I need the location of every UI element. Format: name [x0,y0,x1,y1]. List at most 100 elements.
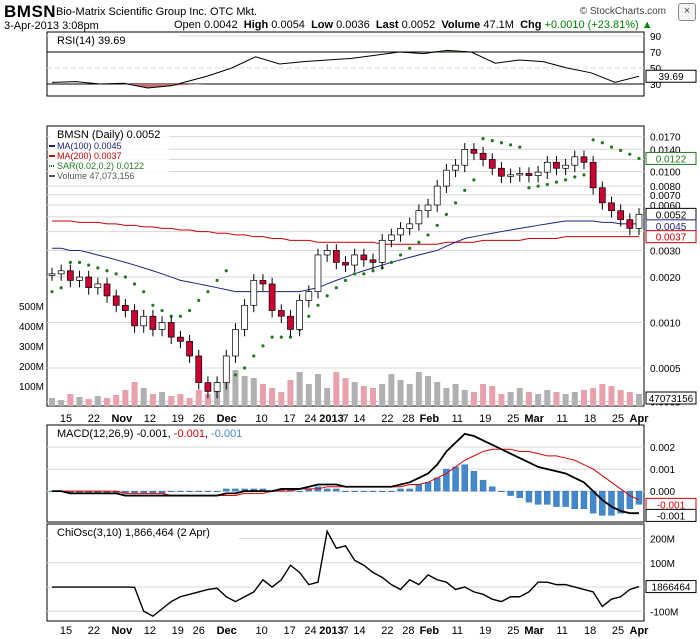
x-axis-bottom-label: 22 [381,625,393,637]
sar-dot [197,298,201,303]
candle-body [222,355,230,383]
candle-body [470,149,478,154]
volume-bar [159,392,166,406]
high-value: 0.0054 [271,19,305,31]
candle-body [626,219,634,229]
close-icon[interactable]: × [678,3,696,21]
x-axis-bottom-label: Nov [111,625,133,637]
volume-bar [516,388,523,406]
sar-dot [408,246,412,250]
macd-hist-bar [406,488,413,492]
volume-bar [269,388,276,406]
volume-tick-label: 100M [19,382,44,393]
last-label: Last [375,19,399,31]
sar-dot [463,188,467,192]
sar-dot [178,314,183,318]
sar-dot [224,269,228,273]
candle-body [287,315,294,330]
macd-title-part: -0.001 [174,428,205,440]
sar-dot [151,303,155,307]
legend-entry: MA(200) 0.0037 [57,151,122,161]
price-tick-label: 0.0005 [650,364,681,375]
volume-bar [351,382,358,406]
volume-bar [305,384,312,406]
rsi-tick-label: 30 [650,80,662,91]
volume-bar [590,388,597,406]
volume-bar [636,394,642,406]
volume-bar [49,398,55,406]
x-axis-bottom-label: 15 [60,625,72,637]
ma200-line [52,220,639,245]
rsi-tick-label: 70 [650,48,662,59]
macd-hist-bar [296,490,303,492]
x-axis-bottom-label: 11 [556,625,567,637]
price-badge: 0.0052 [656,210,687,221]
volume-bar [452,384,459,406]
candle-body [85,276,93,289]
x-axis-top-label: 19 [479,413,491,425]
sar-dot [490,139,494,143]
x-axis-bottom-label: 11 [452,625,463,637]
candle-body [305,291,313,301]
sar-dot [96,266,100,270]
macd-hist-bar [635,490,643,505]
up-arrow-icon: ▲ [641,19,653,31]
candle-body [598,187,606,204]
sar-dot [417,240,421,244]
sar-dot [545,182,549,187]
macd-hist-bar [213,490,221,492]
candle-body [479,152,487,160]
rsi-tick-label: 90 [650,32,662,43]
volume-bar [617,390,624,406]
x-axis-bottom-label: 25 [612,625,624,637]
x-axis-bottom-label: 19 [479,625,491,637]
rsi-title: RSI(14) 39.69 [57,35,125,47]
rsi-line [51,49,640,89]
candle-body [332,250,340,263]
volume-bar [360,386,367,406]
sar-dot [453,201,458,205]
chg-value: +0.0010 (+23.81%) [544,19,639,31]
volume-bar [250,378,257,406]
macd-hist-bar [388,490,395,492]
sar-dot [472,178,476,182]
macd-hist-bar [507,490,514,496]
sar-dot [307,314,311,318]
sar-dot [591,138,595,142]
candle-body [452,164,459,171]
macd-hist-bar [516,490,523,498]
macd-hist-bar [434,477,441,492]
x-axis-top-label: 2013 [319,413,343,425]
ticker-symbol: BMSN [4,2,57,21]
sar-dot [288,335,293,339]
sar-dot [444,212,448,216]
candle-body [617,210,625,220]
x-axis-bottom-label: 7 [342,625,348,637]
chiosc-frame [46,523,645,622]
sar-dot [518,145,522,149]
volume-bar [370,388,377,406]
x-axis-top-label: 22 [381,413,393,425]
volume-bar [599,384,606,406]
x-axis-bottom-label: 14 [353,625,365,637]
price-tick-label: 0.0080 [650,182,681,193]
sar-dot [123,275,127,279]
price-tick-label: 0.0100 [650,167,681,178]
price-tick-label: 0.0070 [650,191,681,202]
candle-body [232,329,239,357]
candle-body [48,273,56,276]
sar-dot [508,143,513,147]
candle-body [204,382,212,392]
sar-dot [279,335,283,339]
candle-body [112,295,120,306]
candle-body [250,280,258,306]
volume-bar [204,394,211,406]
x-axis-bottom-label: Mar [524,625,544,637]
x-axis-bottom-label: 17 [283,625,295,637]
x-axis-top-label: Apr [630,413,650,425]
x-axis-bottom-label: 12 [144,625,156,637]
volume-bar [388,374,395,406]
candle-body [241,304,248,330]
candle-body [94,283,102,289]
x-axis-bottom-label: 10 [256,625,268,637]
